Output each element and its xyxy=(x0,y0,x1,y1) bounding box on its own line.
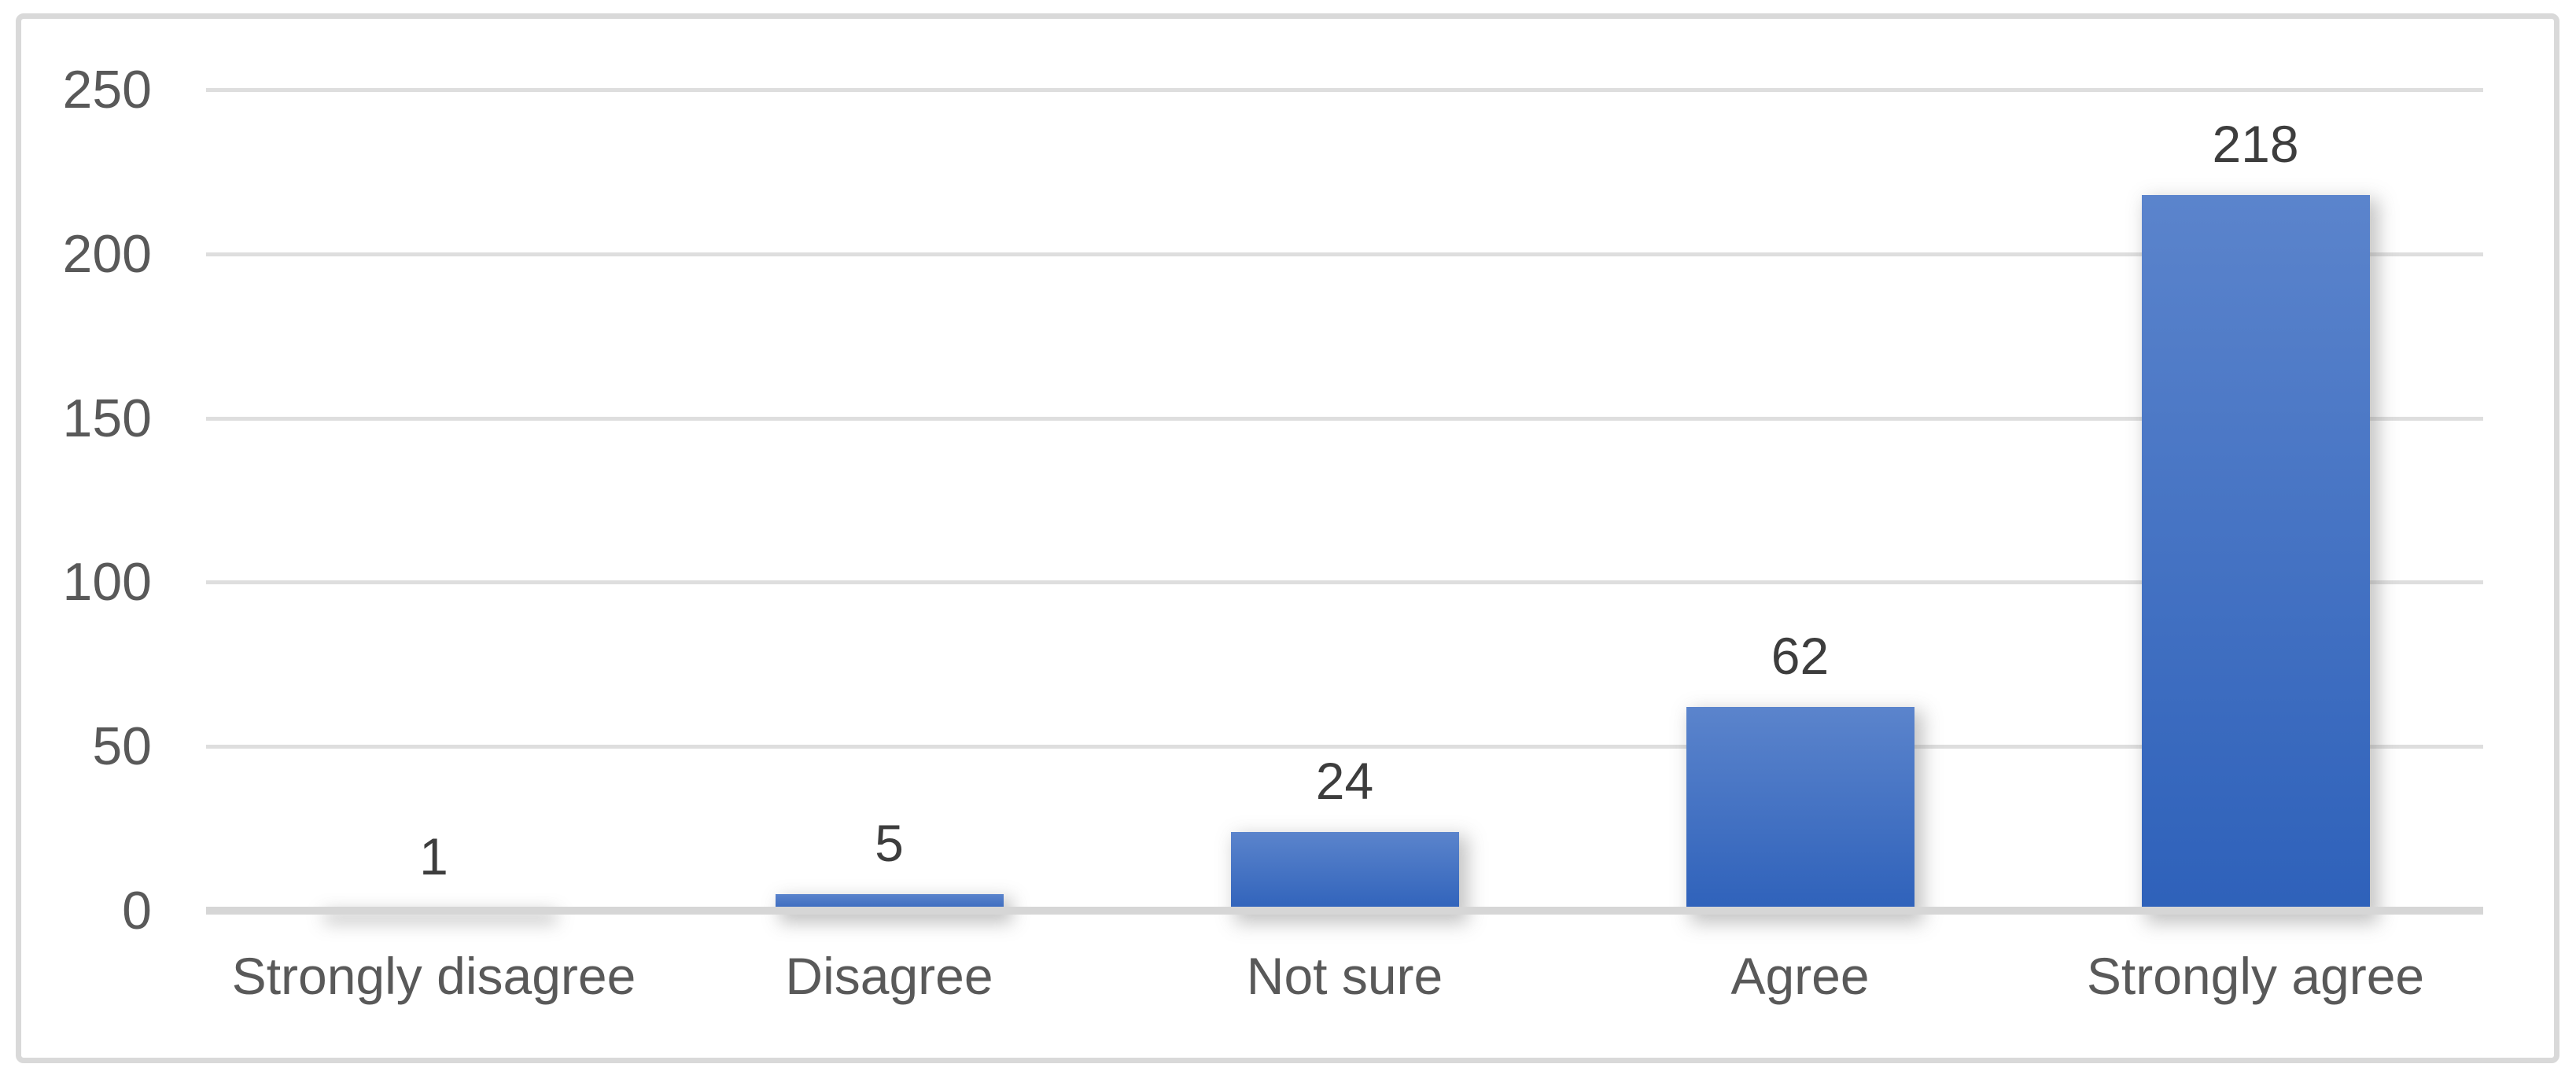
gridline-200 xyxy=(206,252,2483,256)
bar-strongly-agree xyxy=(2141,194,2370,915)
data-label-not-sure: 24 xyxy=(1315,751,1374,810)
plot-area: 1 5 24 62 218 xyxy=(206,88,2483,915)
bar-agree xyxy=(1686,707,1914,915)
data-label-strongly-disagree: 1 xyxy=(419,826,448,885)
data-label-agree: 62 xyxy=(1771,627,1830,686)
category-label-not-sure: Not sure xyxy=(1246,947,1443,1005)
category-label-strongly-agree: Strongly agree xyxy=(2086,947,2425,1005)
y-tick-label-200: 200 xyxy=(62,223,152,284)
gridline-100 xyxy=(206,580,2483,585)
gridline-150 xyxy=(206,416,2483,421)
x-axis-line xyxy=(206,907,2483,915)
category-label-agree: Agree xyxy=(1730,947,1870,1005)
y-axis-tick-labels: 0 50 100 150 200 250 xyxy=(0,0,152,1075)
y-tick-label-150: 150 xyxy=(62,388,152,448)
y-tick-label-100: 100 xyxy=(62,552,152,613)
category-label-disagree: Disagree xyxy=(785,947,993,1005)
category-label-strongly-disagree: Strongly disagree xyxy=(231,947,636,1005)
bar-not-sure xyxy=(1230,831,1459,915)
y-tick-label-250: 250 xyxy=(62,60,152,120)
data-label-disagree: 5 xyxy=(875,814,904,873)
data-label-strongly-agree: 218 xyxy=(2212,114,2299,173)
gridline-50 xyxy=(206,745,2483,749)
y-tick-label-50: 50 xyxy=(92,716,152,777)
y-tick-label-0: 0 xyxy=(122,881,152,941)
gridline-250 xyxy=(206,88,2483,92)
